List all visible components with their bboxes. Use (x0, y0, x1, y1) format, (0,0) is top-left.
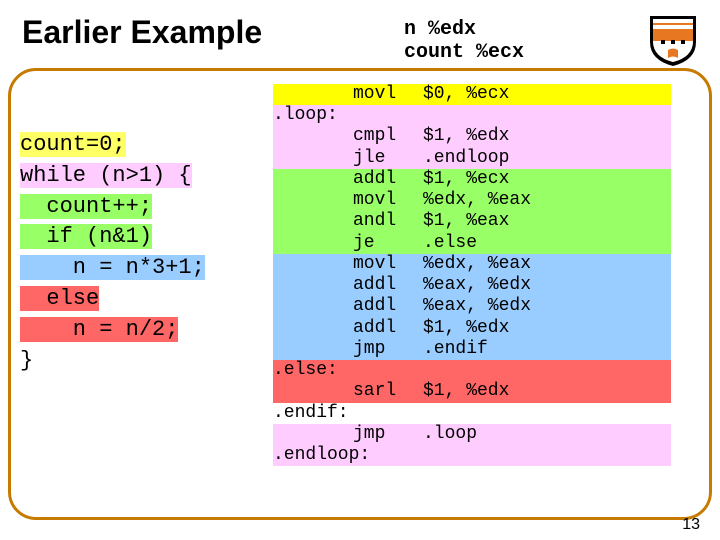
asm-line: addl$1, %edx (273, 318, 671, 339)
c-line: while (n>1) { (20, 161, 205, 192)
princeton-shield-icon (648, 14, 698, 66)
asm-line: jmp.loop (273, 424, 671, 445)
c-line: count++; (20, 192, 205, 223)
asm-line: movl%edx, %eax (273, 254, 671, 275)
asm-line: addl$1, %ecx (273, 169, 671, 190)
regmap-line: n %edx (404, 18, 524, 41)
c-line: n = n/2; (20, 315, 205, 346)
asm-line: movl$0, %ecx (273, 84, 671, 105)
asm-line: sarl$1, %edx (273, 381, 671, 402)
asm-line: je.else (273, 233, 671, 254)
register-map: n %edx count %ecx (400, 18, 528, 64)
c-line: else (20, 284, 205, 315)
regmap-line: count %ecx (404, 41, 524, 64)
asm-line: movl%edx, %eax (273, 190, 671, 211)
c-line: count=0; (20, 130, 205, 161)
asm-block: movl$0, %ecx .loop: cmpl$1, %edx jle.end… (273, 84, 671, 466)
asm-line: jmp.endif (273, 339, 671, 360)
asm-line: cmpl$1, %edx (273, 126, 671, 147)
page-number: 13 (682, 516, 700, 534)
asm-line: addl%eax, %edx (273, 296, 671, 317)
asm-line: .loop: (273, 105, 671, 126)
c-line: } (20, 346, 205, 377)
asm-line: .endif: (273, 403, 671, 424)
asm-line: andl$1, %eax (273, 211, 671, 232)
asm-line: jle.endloop (273, 148, 671, 169)
asm-line: .endloop: (273, 445, 671, 466)
c-line: n = n*3+1; (20, 253, 205, 284)
c-code-block: count=0; while (n>1) { count++; if (n&1)… (20, 130, 205, 376)
asm-line: addl%eax, %edx (273, 275, 671, 296)
asm-line: .else: (273, 360, 671, 381)
slide-title: Earlier Example (18, 14, 266, 51)
c-line: if (n&1) (20, 222, 205, 253)
